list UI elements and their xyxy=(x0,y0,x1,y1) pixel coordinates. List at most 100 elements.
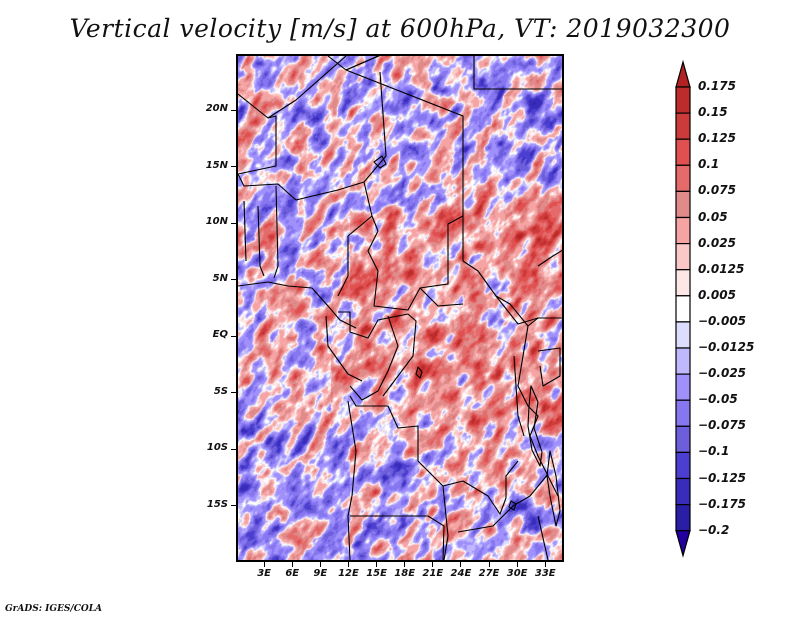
colorbar-top-arrow xyxy=(675,59,691,88)
border-line xyxy=(337,71,387,297)
lake-outline xyxy=(415,366,423,379)
border-line xyxy=(349,315,399,401)
colorbar-level-label: 0.1 xyxy=(698,157,720,172)
x-tick-mark xyxy=(263,562,265,567)
x-tick-mark xyxy=(291,562,293,567)
border-line xyxy=(243,200,247,262)
colorbar-level-label: 0.175 xyxy=(698,79,736,93)
y-tick-mark xyxy=(231,166,236,168)
colorbar-swatch xyxy=(675,504,691,532)
colorbar-level-label: −0.175 xyxy=(698,496,747,511)
colorbar-level-label: −0.0125 xyxy=(698,340,755,354)
x-tick-label: 33E xyxy=(534,568,556,579)
border-line xyxy=(513,355,525,437)
colorbar-swatch xyxy=(675,321,691,349)
border-line xyxy=(473,56,562,90)
vertical-velocity-field xyxy=(238,56,562,560)
colorbar-swatch xyxy=(675,190,691,219)
x-tick-mark xyxy=(460,562,462,567)
x-tick-mark xyxy=(376,562,378,567)
y-tick-label: 5N xyxy=(212,272,228,284)
x-tick-label: 9E xyxy=(313,568,328,579)
x-tick-label: 27E xyxy=(478,568,500,579)
border-line xyxy=(349,395,464,487)
x-tick-label: 30E xyxy=(506,568,528,579)
border-line xyxy=(419,287,464,307)
border-line xyxy=(238,281,357,329)
lake-outline xyxy=(527,385,543,467)
country-borders xyxy=(238,56,562,560)
colorbar-level-label: 0.075 xyxy=(698,183,736,198)
x-tick-label: 3E xyxy=(257,568,271,579)
x-tick-label: 24E xyxy=(450,568,472,579)
x-tick-mark xyxy=(544,562,546,567)
colorbar-level-label: 0.125 xyxy=(698,131,736,146)
x-tick-mark xyxy=(432,562,434,567)
border-line xyxy=(345,56,381,71)
colorbar-level-label: 0.15 xyxy=(698,105,728,120)
map-plot-area xyxy=(236,54,564,562)
border-line xyxy=(495,295,539,327)
chart-title: Vertical velocity [m/s] at 600hPa, VT: 2… xyxy=(69,14,731,43)
y-tick-label: 10S xyxy=(206,442,228,454)
x-tick-mark xyxy=(347,562,349,567)
colorbar-level-label: 0.025 xyxy=(698,235,736,250)
border-line xyxy=(238,56,347,119)
x-tick-mark xyxy=(488,562,490,567)
border-line xyxy=(273,185,279,279)
border-line xyxy=(338,311,409,339)
colorbar-swatch xyxy=(675,347,691,375)
y-tick-mark xyxy=(231,109,236,111)
border-line xyxy=(238,115,277,175)
lake-outline xyxy=(373,155,387,169)
colorbar-swatch xyxy=(675,243,691,271)
y-tick-label: 15S xyxy=(206,498,228,510)
colorbar xyxy=(675,59,691,558)
y-tick-label: 5S xyxy=(213,385,228,397)
border-line xyxy=(537,515,549,560)
x-tick-mark xyxy=(404,562,406,567)
colorbar-level-label: −0.05 xyxy=(698,392,738,407)
colorbar-swatch xyxy=(675,425,691,453)
border-line xyxy=(238,173,365,201)
colorbar-level-label: 0.0125 xyxy=(698,261,745,276)
colorbar-swatch xyxy=(675,216,691,245)
colorbar-swatch xyxy=(675,477,691,506)
colorbar-level-label: −0.2 xyxy=(698,522,730,537)
colorbar-swatch xyxy=(675,269,691,297)
border-line xyxy=(345,69,464,261)
y-tick-mark xyxy=(231,222,236,224)
border-line xyxy=(350,515,445,560)
border-line xyxy=(327,56,379,71)
colorbar-swatch xyxy=(675,451,691,480)
x-tick-label: 12E xyxy=(338,568,359,579)
colorbar-level-label: −0.025 xyxy=(698,366,747,381)
colorbar-swatch xyxy=(675,399,691,427)
colorbar-level-label: −0.005 xyxy=(698,313,747,328)
x-tick-label: 21E xyxy=(422,568,444,579)
colorbar-swatch xyxy=(675,295,691,323)
colorbar-bottom-arrow xyxy=(675,530,691,558)
border-line xyxy=(325,315,363,382)
border-line xyxy=(462,260,562,325)
y-tick-mark xyxy=(231,505,236,507)
x-tick-mark xyxy=(319,562,321,567)
y-tick-label: 20N xyxy=(205,103,228,115)
border-line xyxy=(537,347,561,387)
border-line xyxy=(537,249,562,267)
x-tick-label: 15E xyxy=(366,568,387,579)
colorbar-swatch xyxy=(675,164,691,193)
colorbar-swatch xyxy=(675,112,691,140)
y-tick-mark xyxy=(231,335,236,337)
lake-outline xyxy=(508,500,517,511)
y-tick-label: 15N xyxy=(205,159,228,171)
border-line xyxy=(442,485,449,560)
y-tick-mark xyxy=(231,448,236,450)
x-tick-label: 6E xyxy=(285,568,300,579)
border-line xyxy=(462,460,519,515)
border-line xyxy=(367,215,464,311)
colorbar-level-label: −0.075 xyxy=(698,418,747,433)
lake-outline xyxy=(546,450,561,527)
y-tick-label: 10N xyxy=(205,216,228,228)
y-tick-mark xyxy=(231,279,236,281)
